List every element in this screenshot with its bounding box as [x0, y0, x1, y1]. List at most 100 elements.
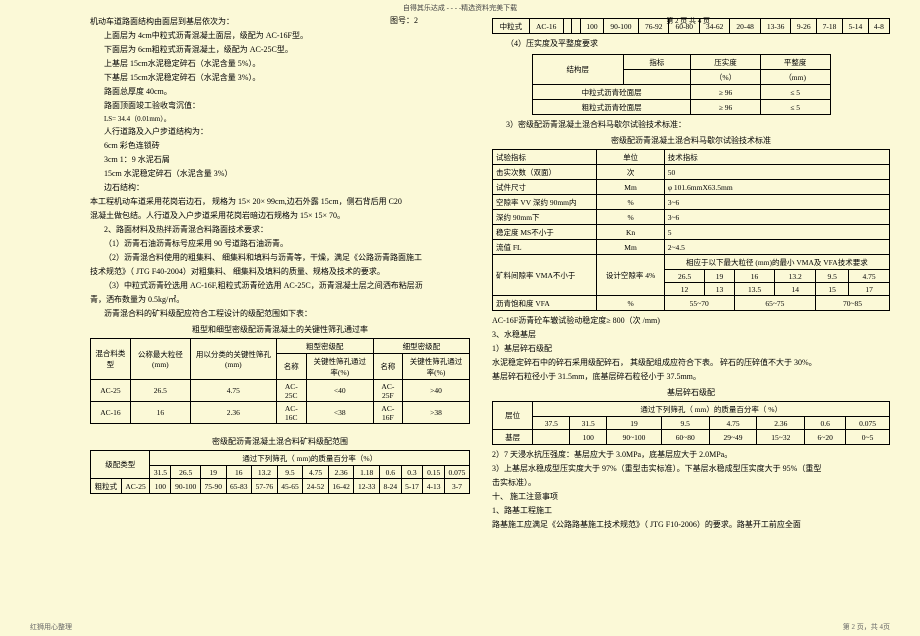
table4: 试验指标单位技术指标 击实次数（双面）次50 试件尺寸Mmφ 101.6mmX6… — [492, 149, 890, 311]
cell: 16 — [226, 466, 252, 479]
t4r41: % — [597, 210, 664, 225]
cell: 8-24 — [379, 479, 401, 494]
cell: AC-25 — [121, 479, 150, 494]
l2: 上基层 15cm水泥稳定碎石（水泥含量 5%）。 — [90, 57, 470, 71]
cell: 13.5 — [734, 283, 775, 296]
l14: 2、路面材料及热拌沥青混合料路面技术要求： — [90, 223, 470, 237]
footer-left: 红狮用心整理 — [30, 622, 72, 632]
t3r00: 中粒式沥青砼面层 — [533, 85, 691, 100]
t4r40: 深约 90mm下 — [493, 210, 597, 225]
r2l4: 1、路基工程施工 — [492, 504, 890, 518]
t3r02: ≤ 5 — [760, 85, 830, 100]
r1l1: 3、水稳基层 — [492, 328, 890, 342]
table1: 混合料类型 公称最大粒径(mm) 用以分类的关键性筛孔 (mm) 粗型密级配 细… — [90, 338, 470, 424]
page-header: 第 2 页 共 4 页 — [666, 15, 810, 26]
cell: 粗粒式 — [91, 479, 122, 494]
vfa0: 沥青饱和度 VFA — [493, 296, 597, 311]
t4r00: 试验指标 — [493, 150, 597, 165]
l10: 15cm 水泥稳定碎石（水泥含量 3%） — [90, 167, 470, 181]
cell: 31.5 — [150, 466, 171, 479]
tbl4-title: 密级配沥青混凝土混合料马歇尔试验技术标准 — [492, 135, 890, 146]
cell: 19 — [607, 417, 662, 430]
cell: 4.75 — [849, 270, 890, 283]
r2l2: 击实标准）。 — [492, 476, 890, 490]
cell: 26.5 — [130, 380, 190, 402]
l3: 下基层 15cm水泥稳定碎石（水泥含量 3%）。 — [90, 71, 470, 85]
cell: 12 — [664, 283, 705, 296]
cell: 100 — [570, 430, 607, 445]
t3r10: 粗粒式沥青砼面层 — [533, 100, 691, 115]
t4r22: φ 101.6mmX63.5mm — [664, 180, 889, 195]
l12: 本工程机动车道采用花岗岩边石， 规格为 15× 20× 99cm,边石外露 15… — [90, 195, 470, 209]
cell: 26.5 — [171, 466, 201, 479]
cell: AC-25 — [91, 380, 131, 402]
cell: AC-16C — [276, 402, 306, 424]
l8: 6cm 彩色连锁砖 — [90, 139, 470, 153]
cell: 31.5 — [570, 417, 607, 430]
cell: >40 — [403, 380, 470, 402]
cell: 57-76 — [252, 479, 278, 494]
l20: 沥青混合料的矿料级配应符合工程设计的级配范围如下表： — [90, 307, 470, 321]
cell: 65-83 — [226, 479, 252, 494]
t3h2: 平整度 — [760, 55, 830, 70]
cell: 19 — [200, 466, 226, 479]
vma-label: 矿料间隙率 VMA不小于 — [493, 255, 597, 296]
l0: 上面层为 4cm中粒式沥青混凝土面层，级配为 AC-16F型。 — [90, 29, 470, 43]
t4r50: 稳定度 MS不小于 — [493, 225, 597, 240]
cell: 4-13 — [423, 479, 445, 494]
cell: AC-16 — [529, 19, 563, 34]
l6: LS= 34.4（0.01mm）。 — [90, 113, 470, 125]
t4r51: Kn — [597, 225, 664, 240]
vma-header: 相应于以下最大粒径 (mm)的最小 VMA及 VFA技术要求 — [664, 255, 889, 270]
cell: 6~20 — [805, 430, 846, 445]
l7: 人行道路及入户步道结构为： — [90, 125, 470, 139]
t3r11: ≥ 96 — [691, 100, 761, 115]
cell: 15~32 — [757, 430, 805, 445]
t1sh2: 名称 — [373, 354, 402, 380]
t1h4: 细型密级配 — [373, 339, 469, 354]
cell: 4-8 — [868, 19, 889, 34]
cell — [563, 19, 572, 34]
vfa2: 55~70 — [664, 296, 734, 311]
cell: 17 — [849, 283, 890, 296]
t3h0b: 指标 — [623, 55, 691, 70]
vfa4: 70~85 — [816, 296, 890, 311]
t4r10: 击实次数（双面） — [493, 165, 597, 180]
t4r12: 50 — [664, 165, 889, 180]
t4r60: 流值 FL — [493, 240, 597, 255]
cell: 9.5 — [277, 466, 303, 479]
cell: 100 — [150, 479, 171, 494]
cell: 19 — [705, 270, 734, 283]
cell: 5-14 — [842, 19, 868, 34]
t4r62: 2~4.5 — [664, 240, 889, 255]
cell: AC-16 — [91, 402, 131, 424]
cell: 26.5 — [664, 270, 705, 283]
cell: 0.6 — [805, 417, 846, 430]
cell: >38 — [403, 402, 470, 424]
cell: 16 — [734, 270, 775, 283]
fig-label: 图号：2 — [390, 15, 418, 26]
l9: 3cm 1：9 水泥石屑 — [90, 153, 470, 167]
cell: 16 — [130, 402, 190, 424]
cell: 90~100 — [607, 430, 662, 445]
r1l2: 1）基层碎石级配 — [492, 342, 890, 356]
cell: AC-25F — [373, 380, 402, 402]
cell: 4.75 — [190, 380, 276, 402]
t4r02: 技术指标 — [664, 150, 889, 165]
l18: （3）中粒式沥青砼选用 AC-16F,粗粒式沥青砼选用 AC-25C，沥青混凝土… — [90, 279, 470, 293]
cell: 1.18 — [354, 466, 380, 479]
cell: 15 — [816, 283, 849, 296]
cell: 4.75 — [709, 417, 757, 430]
t1h1: 公称最大粒径(mm) — [130, 339, 190, 380]
t5h1: 通过下列筛孔（ mm）的质量百分率（ %） — [533, 402, 890, 417]
l4: 路面总厚度 40cm。 — [90, 85, 470, 99]
vfa3: 65~75 — [734, 296, 815, 311]
table2: 级配类型通过下列筛孔（ mm)的质量百分率（%） 31.526.5191613.… — [90, 450, 470, 494]
cell: 0.6 — [379, 466, 401, 479]
cell: 37.5 — [533, 417, 570, 430]
t3h1b: （%） — [691, 70, 761, 85]
t3h0: 结构层 — [533, 55, 624, 85]
cell: <40 — [306, 380, 373, 402]
r2l3: 十、 施工注意事项 — [492, 490, 890, 504]
cell: 4.75 — [303, 466, 329, 479]
